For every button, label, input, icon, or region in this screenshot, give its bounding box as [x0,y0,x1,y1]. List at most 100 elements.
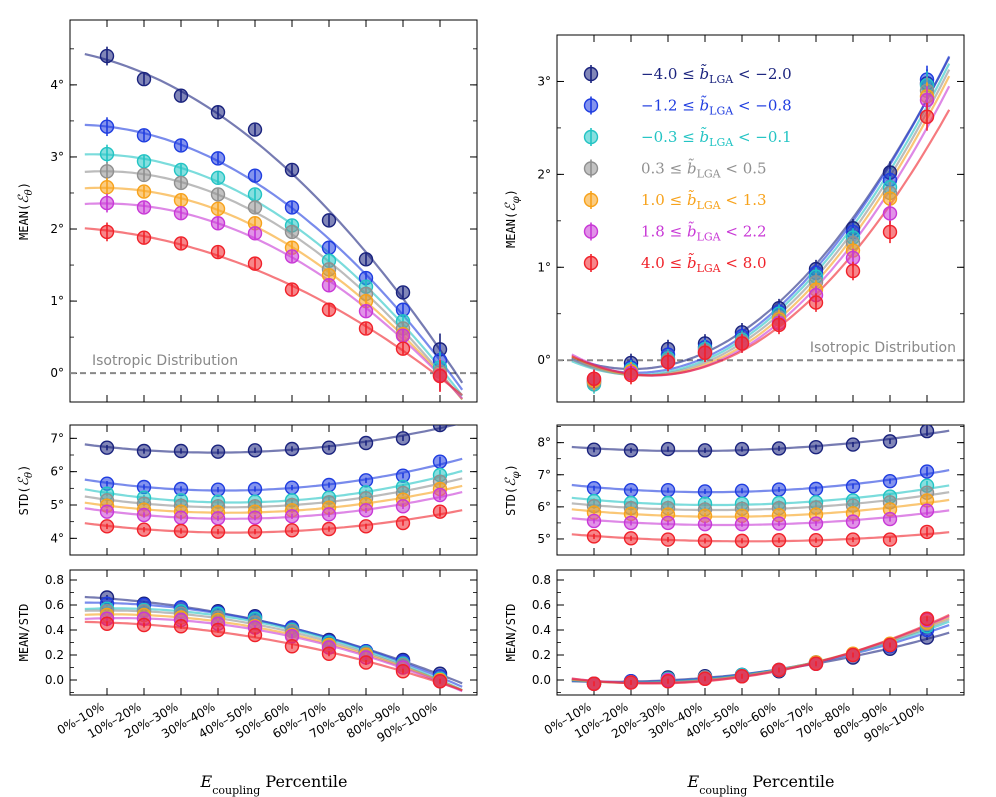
plot-frame [556,569,965,696]
legend-label-b: b̃ [687,253,697,272]
legend: −4.0 ≤ b̃LGA < −2.0−1.2 ≤ b̃LGA < −0.8−0… [583,64,792,275]
x-axis-label-main: E [200,772,213,791]
y-axis-label-symbol: ℰ [503,202,519,212]
legend-label-sub: LGA [697,199,722,212]
legend-label: −4.0 ≤ b̃LGA < −2.0 [641,64,792,86]
y-tick-label: 2° [50,222,64,236]
legend-label-b: b̃ [700,95,710,114]
legend-label-b: b̃ [700,64,710,83]
legend-label-hi: < 8.0 [721,254,767,272]
plot-area [84,590,463,693]
panel-std-theta: 4° 5° 6° 7° STD(ℰθ) [16,424,478,556]
y-axis-label-sub: θ [24,189,35,195]
y-axis-label: STD(ℰθ) [16,465,35,516]
y-tick-label: 0.2 [532,648,551,662]
legend-label: 4.0 ≤ b̃LGA < 8.0 [641,253,767,275]
legend-label: −1.2 ≤ b̃LGA < −0.8 [641,95,792,117]
y-tick-label: 5° [50,498,64,512]
y-axis-label-post: ) [504,464,518,471]
y-tick-label: 8° [537,436,551,450]
y-tick-label: 0.8 [45,573,64,587]
y-tick-label: 4° [50,531,64,545]
y-axis-label-sub: φ [511,471,522,478]
panel-ratio-phi: 0.00.20.40.60.80%–10%10%–20%20%–30%30%–4… [504,569,965,745]
plot-area [571,425,950,549]
y-tick-label: 7° [537,468,551,482]
legend-label-b: b̃ [687,221,697,240]
y-tick-label: 7° [50,431,64,445]
legend-label: −0.3 ≤ b̃LGA < −0.1 [641,127,792,149]
y-tick-label: 3° [537,74,551,88]
y-tick-label: 0.0 [45,673,64,687]
legend-label-sub: LGA [697,262,722,275]
y-axis-label-pre: MEAN( [17,204,31,240]
y-axis-label-pre: MEAN( [504,212,518,248]
y-axis-label-post: ) [504,189,518,196]
legend-label: 0.3 ≤ b̃LGA < 0.5 [641,158,767,180]
y-axis-label-post: ) [17,182,31,189]
y-axis-label-pre: STD( [17,486,31,515]
y-axis-label: MEAN(ℰθ) [16,182,35,240]
plot-area [84,425,463,539]
legend-label-hi: < 1.3 [721,191,767,209]
y-tick-label: 4° [50,78,64,92]
isotropic-annotation: Isotropic Distribution [92,353,238,369]
legend-label-sub: LGA [709,73,734,86]
y-tick-label: 0.0 [532,673,551,687]
legend-label: 1.8 ≤ b̃LGA < 2.2 [641,221,767,243]
legend-label-hi: < −0.8 [733,97,792,115]
y-axis-label-symbol: ℰ [16,476,32,486]
panel-std-phi: 5° 6° 7° 8° STD(ℰφ) [503,424,965,556]
legend-label-b: b̃ [700,127,710,146]
legend-label-lo: −1.2 ≤ [641,97,700,115]
y-axis-label-symbol: ℰ [503,477,519,487]
y-axis-label-pre: STD( [504,487,518,516]
legend-label-hi: < 0.5 [721,160,767,178]
plot-area: Isotropic Distribution [557,55,964,394]
y-tick-label: 1° [50,294,64,308]
y-tick-label: 6° [50,465,64,479]
legend-label: 1.0 ≤ b̃LGA < 1.3 [641,190,767,212]
legend-label-lo: 1.8 ≤ [641,223,687,241]
x-axis-label-rest: Percentile [747,772,834,791]
y-tick-label: 0.4 [532,623,551,637]
y-tick-label: 6° [537,500,551,514]
y-tick-label: 0° [50,366,64,380]
plot-area [571,611,950,691]
isotropic-annotation: Isotropic Distribution [810,340,956,356]
y-axis-label: MEAN(ℰφ) [503,189,522,248]
legend-label-lo: −4.0 ≤ [641,65,700,83]
legend-label-sub: LGA [709,105,734,118]
y-tick-label: 0.6 [45,598,64,612]
legend-label-lo: 1.0 ≤ [641,191,687,209]
x-axis-label-sub: coupling [212,784,260,797]
plot-area: Isotropic Distribution [70,46,477,401]
x-axis-label-right: Ecoupling Percentile [687,772,835,797]
y-tick-label: 3° [50,150,64,164]
legend-label-hi: < −0.1 [733,128,792,146]
y-tick-label: 0.2 [45,648,64,662]
y-tick-label: 2° [537,167,551,181]
legend-label-b: b̃ [687,190,697,209]
y-tick-label: 0.6 [532,598,551,612]
x-axis-label-rest: Percentile [260,772,347,791]
legend-label-hi: < −2.0 [733,65,792,83]
legend-label-lo: 0.3 ≤ [641,160,687,178]
x-axis-label-left: Ecoupling Percentile [200,772,348,797]
panel-ratio-theta: 0.00.20.40.60.80%–10%10%–20%20%–30%30%–4… [17,569,478,745]
y-tick-label: 1° [537,260,551,274]
y-tick-label: 0.8 [532,573,551,587]
legend-label-lo: 4.0 ≤ [641,254,687,272]
panel-mean-phi: 0° 1° 2° 3° MEAN(ℰφ) Isotropic Distribution [503,34,965,403]
y-axis-label: MEAN/STD [504,604,518,662]
y-axis-label-post: ) [17,465,31,472]
legend-label-b: b̃ [687,158,697,177]
legend-label-sub: LGA [697,231,722,244]
y-tick-label: 5° [537,532,551,546]
legend-label-hi: < 2.2 [721,223,767,241]
y-axis-label: MEAN/STD [17,604,31,662]
legend-label-lo: −0.3 ≤ [641,128,700,146]
y-axis-label-symbol: ℰ [16,194,32,204]
x-axis-label-sub: coupling [699,784,747,797]
